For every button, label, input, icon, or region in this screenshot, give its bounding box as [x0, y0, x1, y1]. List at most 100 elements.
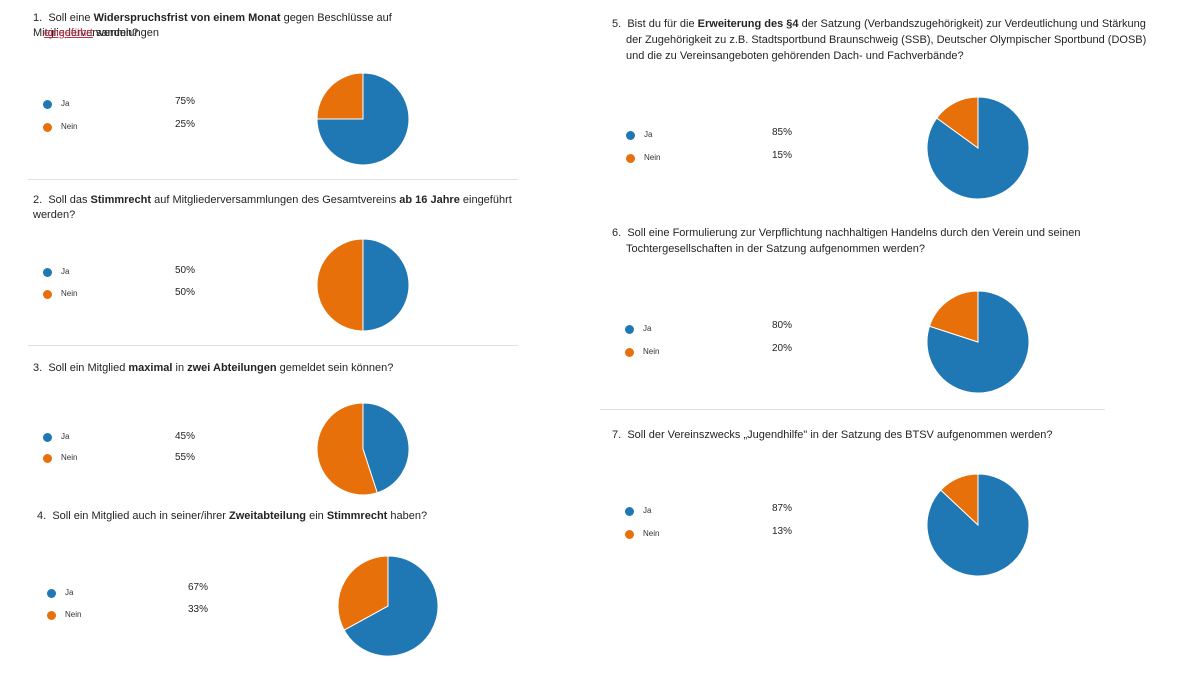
pie-slice-ja: [362, 238, 410, 332]
percentage-label-ja: 80%: [772, 320, 793, 331]
legend-dot-nein: [43, 290, 52, 299]
question-title-continued: Tochtergesellschaften in der Satzung auf…: [626, 242, 1166, 257]
pie-chart: [316, 402, 410, 496]
question-text-part: der Satzung (Verbandszugehörigkeit) zur …: [798, 18, 1146, 30]
question-text-part: maximal: [128, 362, 173, 374]
question-text-part: Soll das: [48, 194, 91, 206]
question-number: 3.: [33, 362, 43, 374]
percentage-label-ja: 50%: [175, 265, 196, 276]
legend-label: Ja: [61, 267, 70, 276]
legend-dot-nein: [43, 123, 52, 132]
legend-dot-ja: [626, 131, 635, 140]
question-text-part: ab 16 Jahre: [399, 194, 460, 206]
question-text-part: Soll eine Formulierung zur Verpflichtung…: [627, 227, 1081, 239]
legend-label: Nein: [644, 153, 661, 162]
percentage-label-nein: 15%: [772, 150, 793, 161]
question-text-part: Soll der Vereinszwecks „Jugendhilfe" in …: [627, 429, 1053, 441]
question-text-part: Zweitabteilung: [229, 510, 307, 522]
question-text-part: eingeführt: [44, 27, 93, 39]
percentage-label-nein: 13%: [772, 526, 793, 537]
question-text-part: auf Mitgliederversammlungen des Gesamtve…: [151, 194, 400, 206]
question-number: 2.: [33, 194, 43, 206]
percentage-label-ja: 87%: [772, 503, 793, 514]
pie-chart: [337, 555, 439, 657]
pie-chart: [926, 96, 1030, 200]
question-text-part: Bist du für die: [627, 18, 698, 30]
question-number: 6.: [612, 227, 622, 239]
legend-label: Ja: [61, 432, 70, 441]
percentage-label-nein: 20%: [772, 343, 793, 354]
divider: [28, 179, 518, 180]
legend-dot-nein: [625, 530, 634, 539]
pie-slice-nein: [316, 238, 364, 332]
question-title: 4. Soll ein Mitglied auch in seiner/ihre…: [37, 509, 517, 524]
pie-slice-ja: [362, 402, 410, 494]
pie-chart: [316, 72, 410, 166]
legend-dot-ja: [43, 433, 52, 442]
legend-dot-nein: [47, 611, 56, 620]
pie-chart: [926, 473, 1030, 577]
question-title: 6. Soll eine Formulierung zur Verpflicht…: [612, 226, 1152, 241]
legend-dot-ja: [47, 589, 56, 598]
legend-label: Ja: [643, 506, 652, 515]
question-number: 5.: [612, 18, 622, 30]
question-text-part: zwei Abteilungen: [187, 362, 277, 374]
legend-label: Ja: [65, 588, 74, 597]
question-title: 1. Soll eine Widerspruchsfrist von einem…: [33, 11, 503, 41]
question-text-part: und die zu Vereinsangeboten gehörenden D…: [626, 50, 964, 62]
divider: [600, 409, 1105, 410]
question-text-part: Tochtergesellschaften in der Satzung auf…: [626, 243, 926, 255]
question-number: 4.: [37, 510, 47, 522]
percentage-label-ja: 85%: [772, 127, 793, 138]
percentage-label-ja: 45%: [175, 431, 196, 442]
question-text-part: haben?: [387, 510, 428, 522]
question-text-part: ein: [306, 510, 327, 522]
question-number: 7.: [612, 429, 622, 441]
legend-dot-nein: [626, 154, 635, 163]
legend-dot-nein: [625, 348, 634, 357]
legend-dot-ja: [43, 268, 52, 277]
question-title: 7. Soll der Vereinszwecks „Jugendhilfe" …: [612, 428, 1152, 443]
legend-dot-ja: [625, 325, 634, 334]
percentage-label-nein: 55%: [175, 452, 196, 463]
question-text-part: gemeldet sein können?: [276, 362, 394, 374]
question-number: 1.: [33, 12, 43, 24]
divider: [28, 345, 518, 346]
percentage-label-nein: 33%: [188, 604, 209, 615]
question-text-part: gegen Beschlüsse auf Mitgliederversammlu…: [33, 12, 392, 39]
pie-slice-ja: [343, 555, 439, 657]
question-text-part: Stimmrecht: [326, 510, 388, 522]
legend-label: Ja: [643, 324, 652, 333]
question-text-part: Widerspruchsfrist von einem Monat: [93, 12, 281, 24]
question-text-part: Stimmrecht: [90, 194, 152, 206]
pie-slice-nein: [316, 72, 364, 120]
pie-slice-ja: [926, 290, 1030, 394]
question-text-part: in: [172, 362, 188, 374]
question-text-part: der Zugehörigkeit zu z.B. Stadtsportbund…: [626, 34, 1147, 46]
legend-dot-ja: [43, 100, 52, 109]
question-title: 3. Soll ein Mitglied maximal in zwei Abt…: [33, 361, 513, 376]
legend-label: Nein: [61, 122, 78, 131]
question-text-part: werden?: [92, 27, 139, 39]
question-text-part: Soll ein Mitglied: [48, 362, 129, 374]
legend-label: Nein: [61, 453, 78, 462]
legend-dot-ja: [625, 507, 634, 516]
question-text-part: Soll ein Mitglied auch in seiner/ihrer: [52, 510, 230, 522]
legend-label: Nein: [61, 289, 78, 298]
legend-label: Ja: [644, 130, 653, 139]
pie-slice-nein: [940, 473, 979, 527]
question-title: 2. Soll das Stimmrecht auf Mitgliederver…: [33, 193, 513, 223]
legend-label: Nein: [643, 529, 660, 538]
legend-label: Nein: [643, 347, 660, 356]
question-title-continued: der Zugehörigkeit zu z.B. Stadtsportbund…: [626, 33, 1166, 48]
question-text-part: Erweiterung des §4: [697, 18, 799, 30]
question-text-part: Soll eine: [48, 12, 94, 24]
pie-chart: [316, 238, 410, 332]
pie-slice-nein: [928, 290, 979, 343]
pie-chart: [926, 290, 1030, 394]
legend-label: Nein: [65, 610, 82, 619]
pie-slice-nein: [936, 96, 979, 149]
pie-slice-nein: [316, 402, 378, 496]
percentage-label-ja: 75%: [175, 96, 196, 107]
question-title: 5. Bist du für die Erweiterung des §4 de…: [612, 17, 1152, 32]
